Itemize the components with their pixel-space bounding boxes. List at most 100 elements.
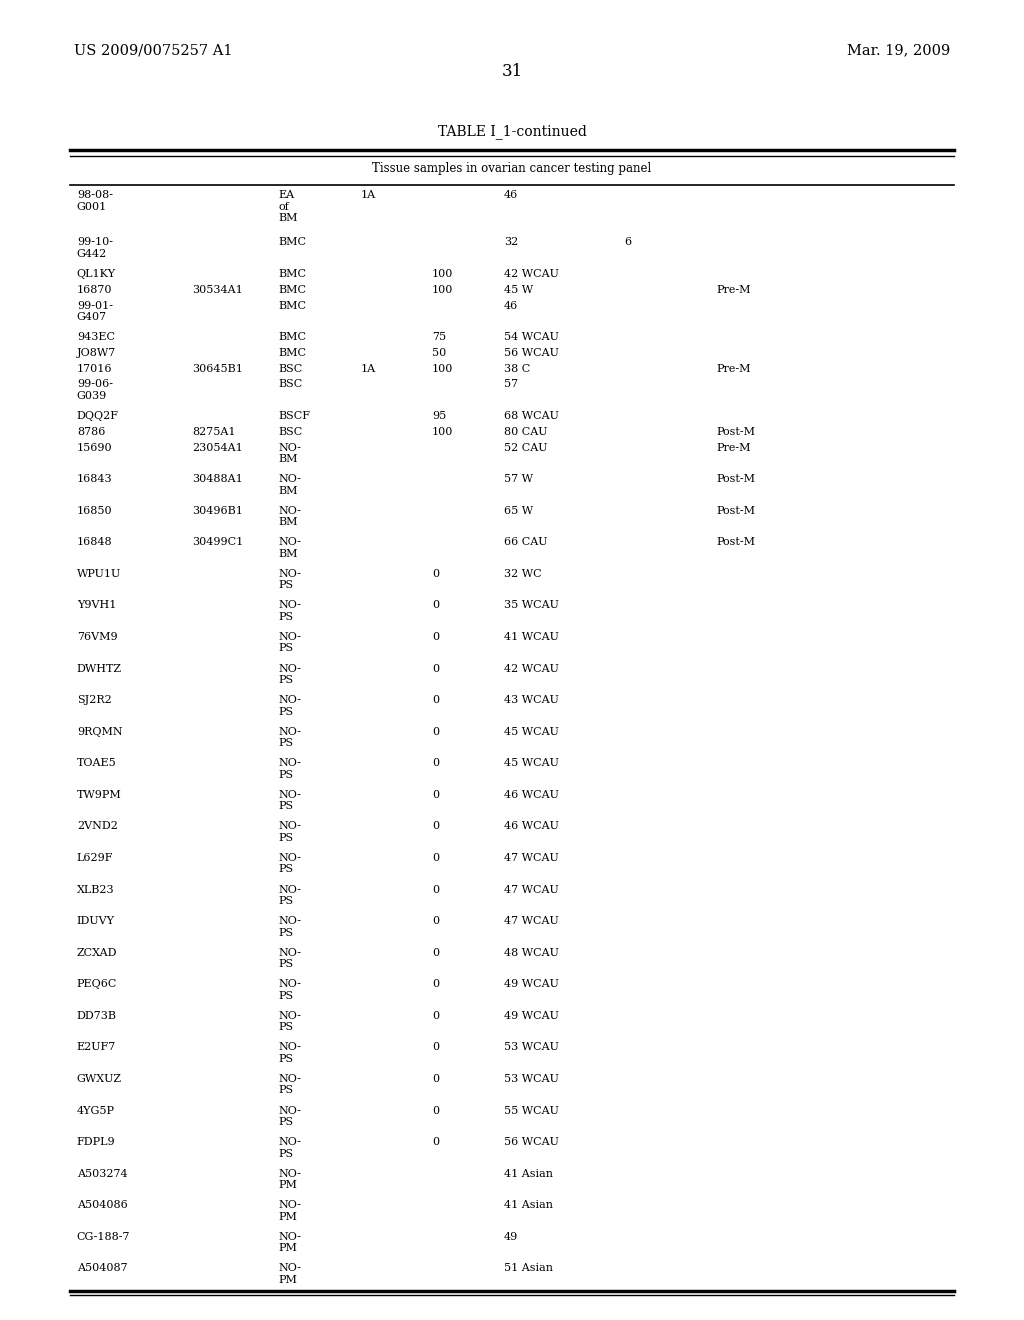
Text: A504087: A504087 <box>77 1263 127 1274</box>
Text: 0: 0 <box>432 727 439 737</box>
Text: 0: 0 <box>432 979 439 989</box>
Text: 0: 0 <box>432 948 439 958</box>
Text: 57 W: 57 W <box>504 474 532 484</box>
Text: 65 W: 65 W <box>504 506 532 516</box>
Text: 100: 100 <box>432 364 454 374</box>
Text: 23054A1: 23054A1 <box>193 442 244 453</box>
Text: 15690: 15690 <box>77 442 113 453</box>
Text: NO-
PS: NO- PS <box>279 884 301 906</box>
Text: 0: 0 <box>432 601 439 610</box>
Text: 47 WCAU: 47 WCAU <box>504 884 558 895</box>
Text: 56 WCAU: 56 WCAU <box>504 1137 559 1147</box>
Text: NO-
PS: NO- PS <box>279 948 301 969</box>
Text: NO-
PS: NO- PS <box>279 789 301 812</box>
Text: NO-
PS: NO- PS <box>279 1137 301 1159</box>
Text: 53 WCAU: 53 WCAU <box>504 1074 559 1084</box>
Text: NO-
PS: NO- PS <box>279 632 301 653</box>
Text: ZCXAD: ZCXAD <box>77 948 118 958</box>
Text: 30488A1: 30488A1 <box>193 474 244 484</box>
Text: 99-06-
G039: 99-06- G039 <box>77 379 113 401</box>
Text: 46: 46 <box>504 190 518 201</box>
Text: E2UF7: E2UF7 <box>77 1043 116 1052</box>
Text: 0: 0 <box>432 632 439 642</box>
Text: EA
of
BM: EA of BM <box>279 190 298 223</box>
Text: BMC: BMC <box>279 348 306 358</box>
Text: 54 WCAU: 54 WCAU <box>504 333 559 342</box>
Text: Tissue samples in ovarian cancer testing panel: Tissue samples in ovarian cancer testing… <box>373 162 651 176</box>
Text: 51 Asian: 51 Asian <box>504 1263 553 1274</box>
Text: 0: 0 <box>432 758 439 768</box>
Text: NO-
PS: NO- PS <box>279 979 301 1001</box>
Text: 943EC: 943EC <box>77 333 115 342</box>
Text: L629F: L629F <box>77 853 114 863</box>
Text: BMC: BMC <box>279 269 306 279</box>
Text: 42 WCAU: 42 WCAU <box>504 664 559 673</box>
Text: 6: 6 <box>625 238 632 247</box>
Text: TW9PM: TW9PM <box>77 789 122 800</box>
Text: NO-
PS: NO- PS <box>279 664 301 685</box>
Text: NO-
PS: NO- PS <box>279 1106 301 1127</box>
Text: 8786: 8786 <box>77 426 105 437</box>
Text: 1A: 1A <box>360 190 376 201</box>
Text: 46: 46 <box>504 301 518 310</box>
Text: BMC: BMC <box>279 285 306 294</box>
Text: 4YG5P: 4YG5P <box>77 1106 115 1115</box>
Text: BMC: BMC <box>279 238 306 247</box>
Text: DD73B: DD73B <box>77 1011 117 1020</box>
Text: 47 WCAU: 47 WCAU <box>504 853 558 863</box>
Text: NO-
BM: NO- BM <box>279 442 301 465</box>
Text: 32: 32 <box>504 238 518 247</box>
Text: 2VND2: 2VND2 <box>77 821 118 832</box>
Text: SJ2R2: SJ2R2 <box>77 696 112 705</box>
Text: 16843: 16843 <box>77 474 113 484</box>
Text: 100: 100 <box>432 426 454 437</box>
Text: 35 WCAU: 35 WCAU <box>504 601 559 610</box>
Text: BMC: BMC <box>279 333 306 342</box>
Text: 47 WCAU: 47 WCAU <box>504 916 558 927</box>
Text: DWHTZ: DWHTZ <box>77 664 122 673</box>
Text: 41 Asian: 41 Asian <box>504 1200 553 1210</box>
Text: IDUVY: IDUVY <box>77 916 115 927</box>
Text: FDPL9: FDPL9 <box>77 1137 116 1147</box>
Text: 0: 0 <box>432 916 439 927</box>
Text: 46 WCAU: 46 WCAU <box>504 789 559 800</box>
Text: 0: 0 <box>432 1011 439 1020</box>
Text: 16870: 16870 <box>77 285 113 294</box>
Text: NO-
PM: NO- PM <box>279 1263 301 1284</box>
Text: BSC: BSC <box>279 364 303 374</box>
Text: 30645B1: 30645B1 <box>193 364 244 374</box>
Text: 0: 0 <box>432 696 439 705</box>
Text: Post-M: Post-M <box>717 537 756 548</box>
Text: 68 WCAU: 68 WCAU <box>504 411 559 421</box>
Text: 80 CAU: 80 CAU <box>504 426 547 437</box>
Text: BSCF: BSCF <box>279 411 310 421</box>
Text: 49 WCAU: 49 WCAU <box>504 979 559 989</box>
Text: BSC: BSC <box>279 426 303 437</box>
Text: 0: 0 <box>432 569 439 579</box>
Text: BSC: BSC <box>279 379 303 389</box>
Text: 0: 0 <box>432 1106 439 1115</box>
Text: NO-
PM: NO- PM <box>279 1168 301 1191</box>
Text: 8275A1: 8275A1 <box>193 426 236 437</box>
Text: US 2009/0075257 A1: US 2009/0075257 A1 <box>74 44 232 58</box>
Text: 57: 57 <box>504 379 518 389</box>
Text: NO-
PS: NO- PS <box>279 1043 301 1064</box>
Text: 53 WCAU: 53 WCAU <box>504 1043 559 1052</box>
Text: QL1KY: QL1KY <box>77 269 116 279</box>
Text: 75: 75 <box>432 333 446 342</box>
Text: 99-10-
G442: 99-10- G442 <box>77 238 113 259</box>
Text: NO-
PS: NO- PS <box>279 569 301 590</box>
Text: 9RQMN: 9RQMN <box>77 727 123 737</box>
Text: 16850: 16850 <box>77 506 113 516</box>
Text: NO-
PS: NO- PS <box>279 1074 301 1096</box>
Text: 32 WC: 32 WC <box>504 569 542 579</box>
Text: 52 CAU: 52 CAU <box>504 442 547 453</box>
Text: 45 W: 45 W <box>504 285 532 294</box>
Text: Y9VH1: Y9VH1 <box>77 601 116 610</box>
Text: 55 WCAU: 55 WCAU <box>504 1106 559 1115</box>
Text: NO-
PS: NO- PS <box>279 727 301 748</box>
Text: WPU1U: WPU1U <box>77 569 121 579</box>
Text: Pre-M: Pre-M <box>717 442 752 453</box>
Text: NO-
BM: NO- BM <box>279 474 301 495</box>
Text: 100: 100 <box>432 269 454 279</box>
